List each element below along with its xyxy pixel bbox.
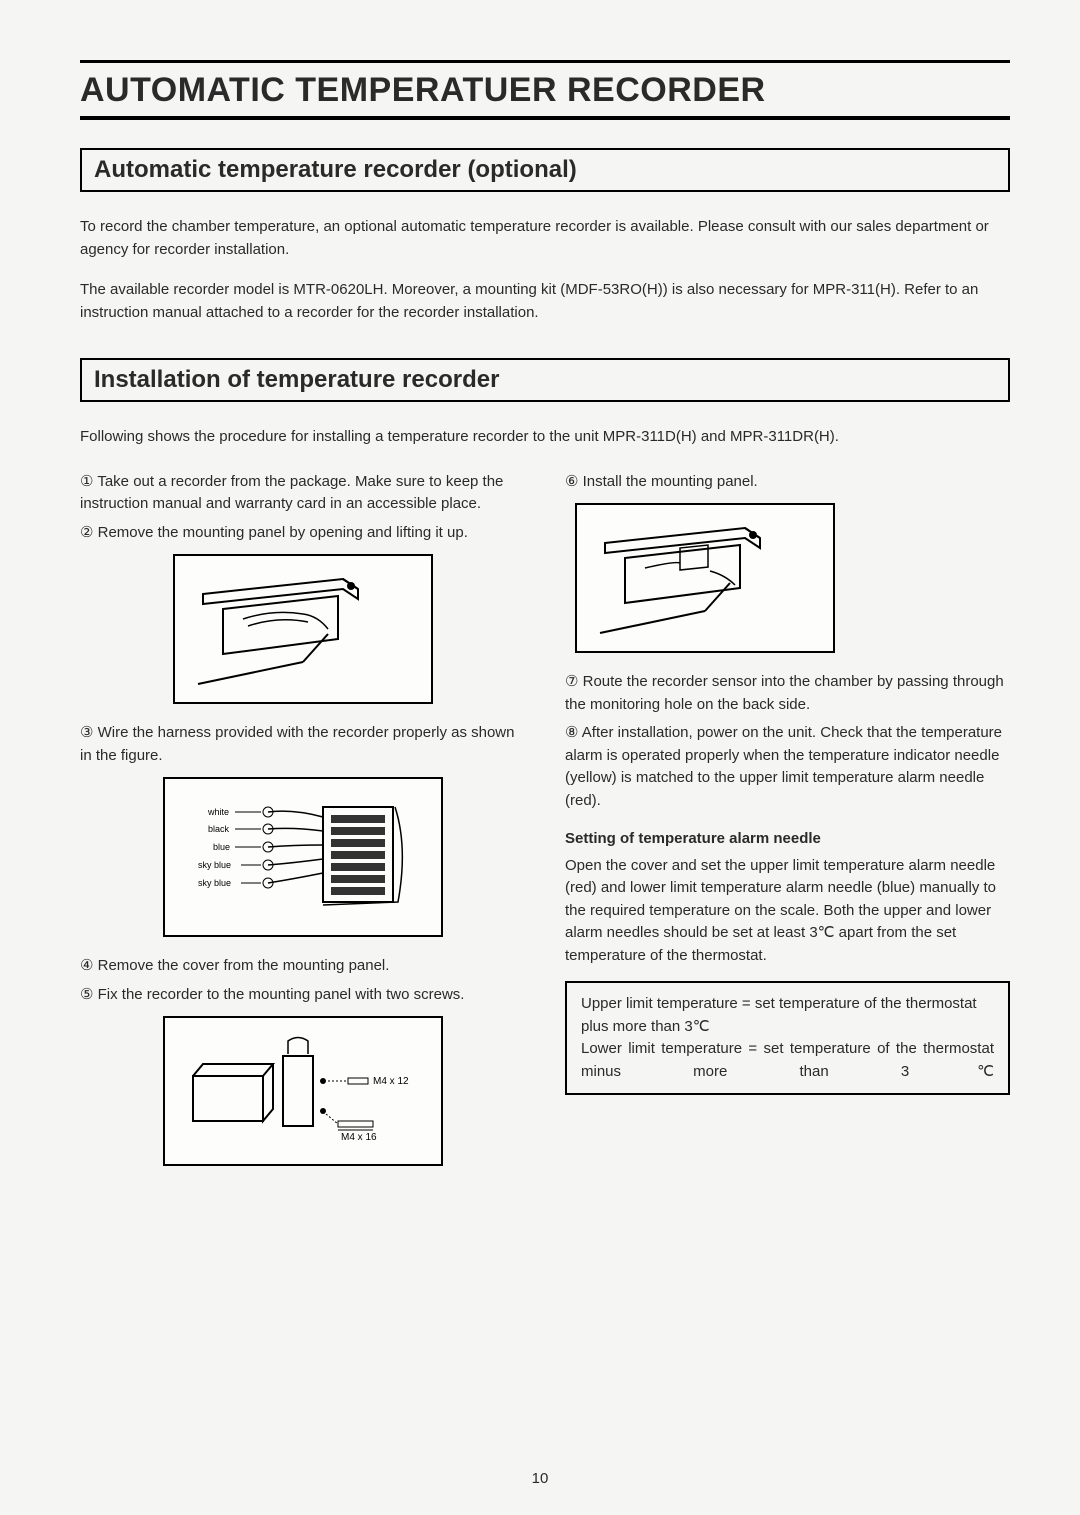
page-number: 10	[532, 1470, 549, 1487]
figure-panel-install	[575, 503, 835, 653]
upper-limit-text: Upper limit temperature = set temperatur…	[581, 993, 994, 1038]
wire-label-blue: blue	[213, 842, 230, 852]
right-column: ⑥ Install the mounting panel. ⑦ Route th…	[565, 471, 1010, 1185]
step-1: ① Take out a recorder from the package. …	[80, 471, 525, 516]
step-6: ⑥ Install the mounting panel.	[565, 471, 1010, 494]
left-column: ① Take out a recorder from the package. …	[80, 471, 525, 1185]
step-2: ② Remove the mounting panel by opening a…	[80, 522, 525, 545]
step-8: ⑧ After installation, power on the unit.…	[565, 722, 1010, 812]
setting-title: Setting of temperature alarm needle	[565, 828, 1010, 851]
two-column-layout: ① Take out a recorder from the package. …	[80, 471, 1010, 1185]
wire-label-white: white	[207, 807, 229, 817]
figure-screws: M4 x 12 M4 x 16	[163, 1016, 443, 1166]
setting-body: Open the cover and set the upper limit t…	[565, 855, 1010, 968]
section1-paragraph-2: The available recorder model is MTR-0620…	[80, 279, 1010, 324]
wire-label-black: black	[208, 824, 230, 834]
wire-label-skyblue2: sky blue	[198, 878, 231, 888]
figure-wiring: white black blue sky blue sky blue	[163, 777, 443, 937]
screw-label-b: M4 x 16	[341, 1132, 377, 1143]
figure-panel-open	[173, 554, 433, 704]
step-5: ⑤ Fix the recorder to the mounting panel…	[80, 984, 525, 1007]
step-3: ③ Wire the harness provided with the rec…	[80, 722, 525, 767]
main-title: AUTOMATIC TEMPERATUER RECORDER	[80, 60, 1010, 120]
limits-box: Upper limit temperature = set temperatur…	[565, 981, 1010, 1095]
section2-title: Installation of temperature recorder	[80, 358, 1010, 402]
lower-limit-text: Lower limit temperature = set temperatur…	[581, 1038, 994, 1083]
step-4: ④ Remove the cover from the mounting pan…	[80, 955, 525, 978]
section1-title: Automatic temperature recorder (optional…	[80, 148, 1010, 192]
wire-label-skyblue1: sky blue	[198, 860, 231, 870]
step-7: ⑦ Route the recorder sensor into the cha…	[565, 671, 1010, 716]
section1-paragraph-1: To record the chamber temperature, an op…	[80, 216, 1010, 261]
screw-label-a: M4 x 12	[373, 1076, 409, 1087]
section2-intro: Following shows the procedure for instal…	[80, 426, 1010, 449]
